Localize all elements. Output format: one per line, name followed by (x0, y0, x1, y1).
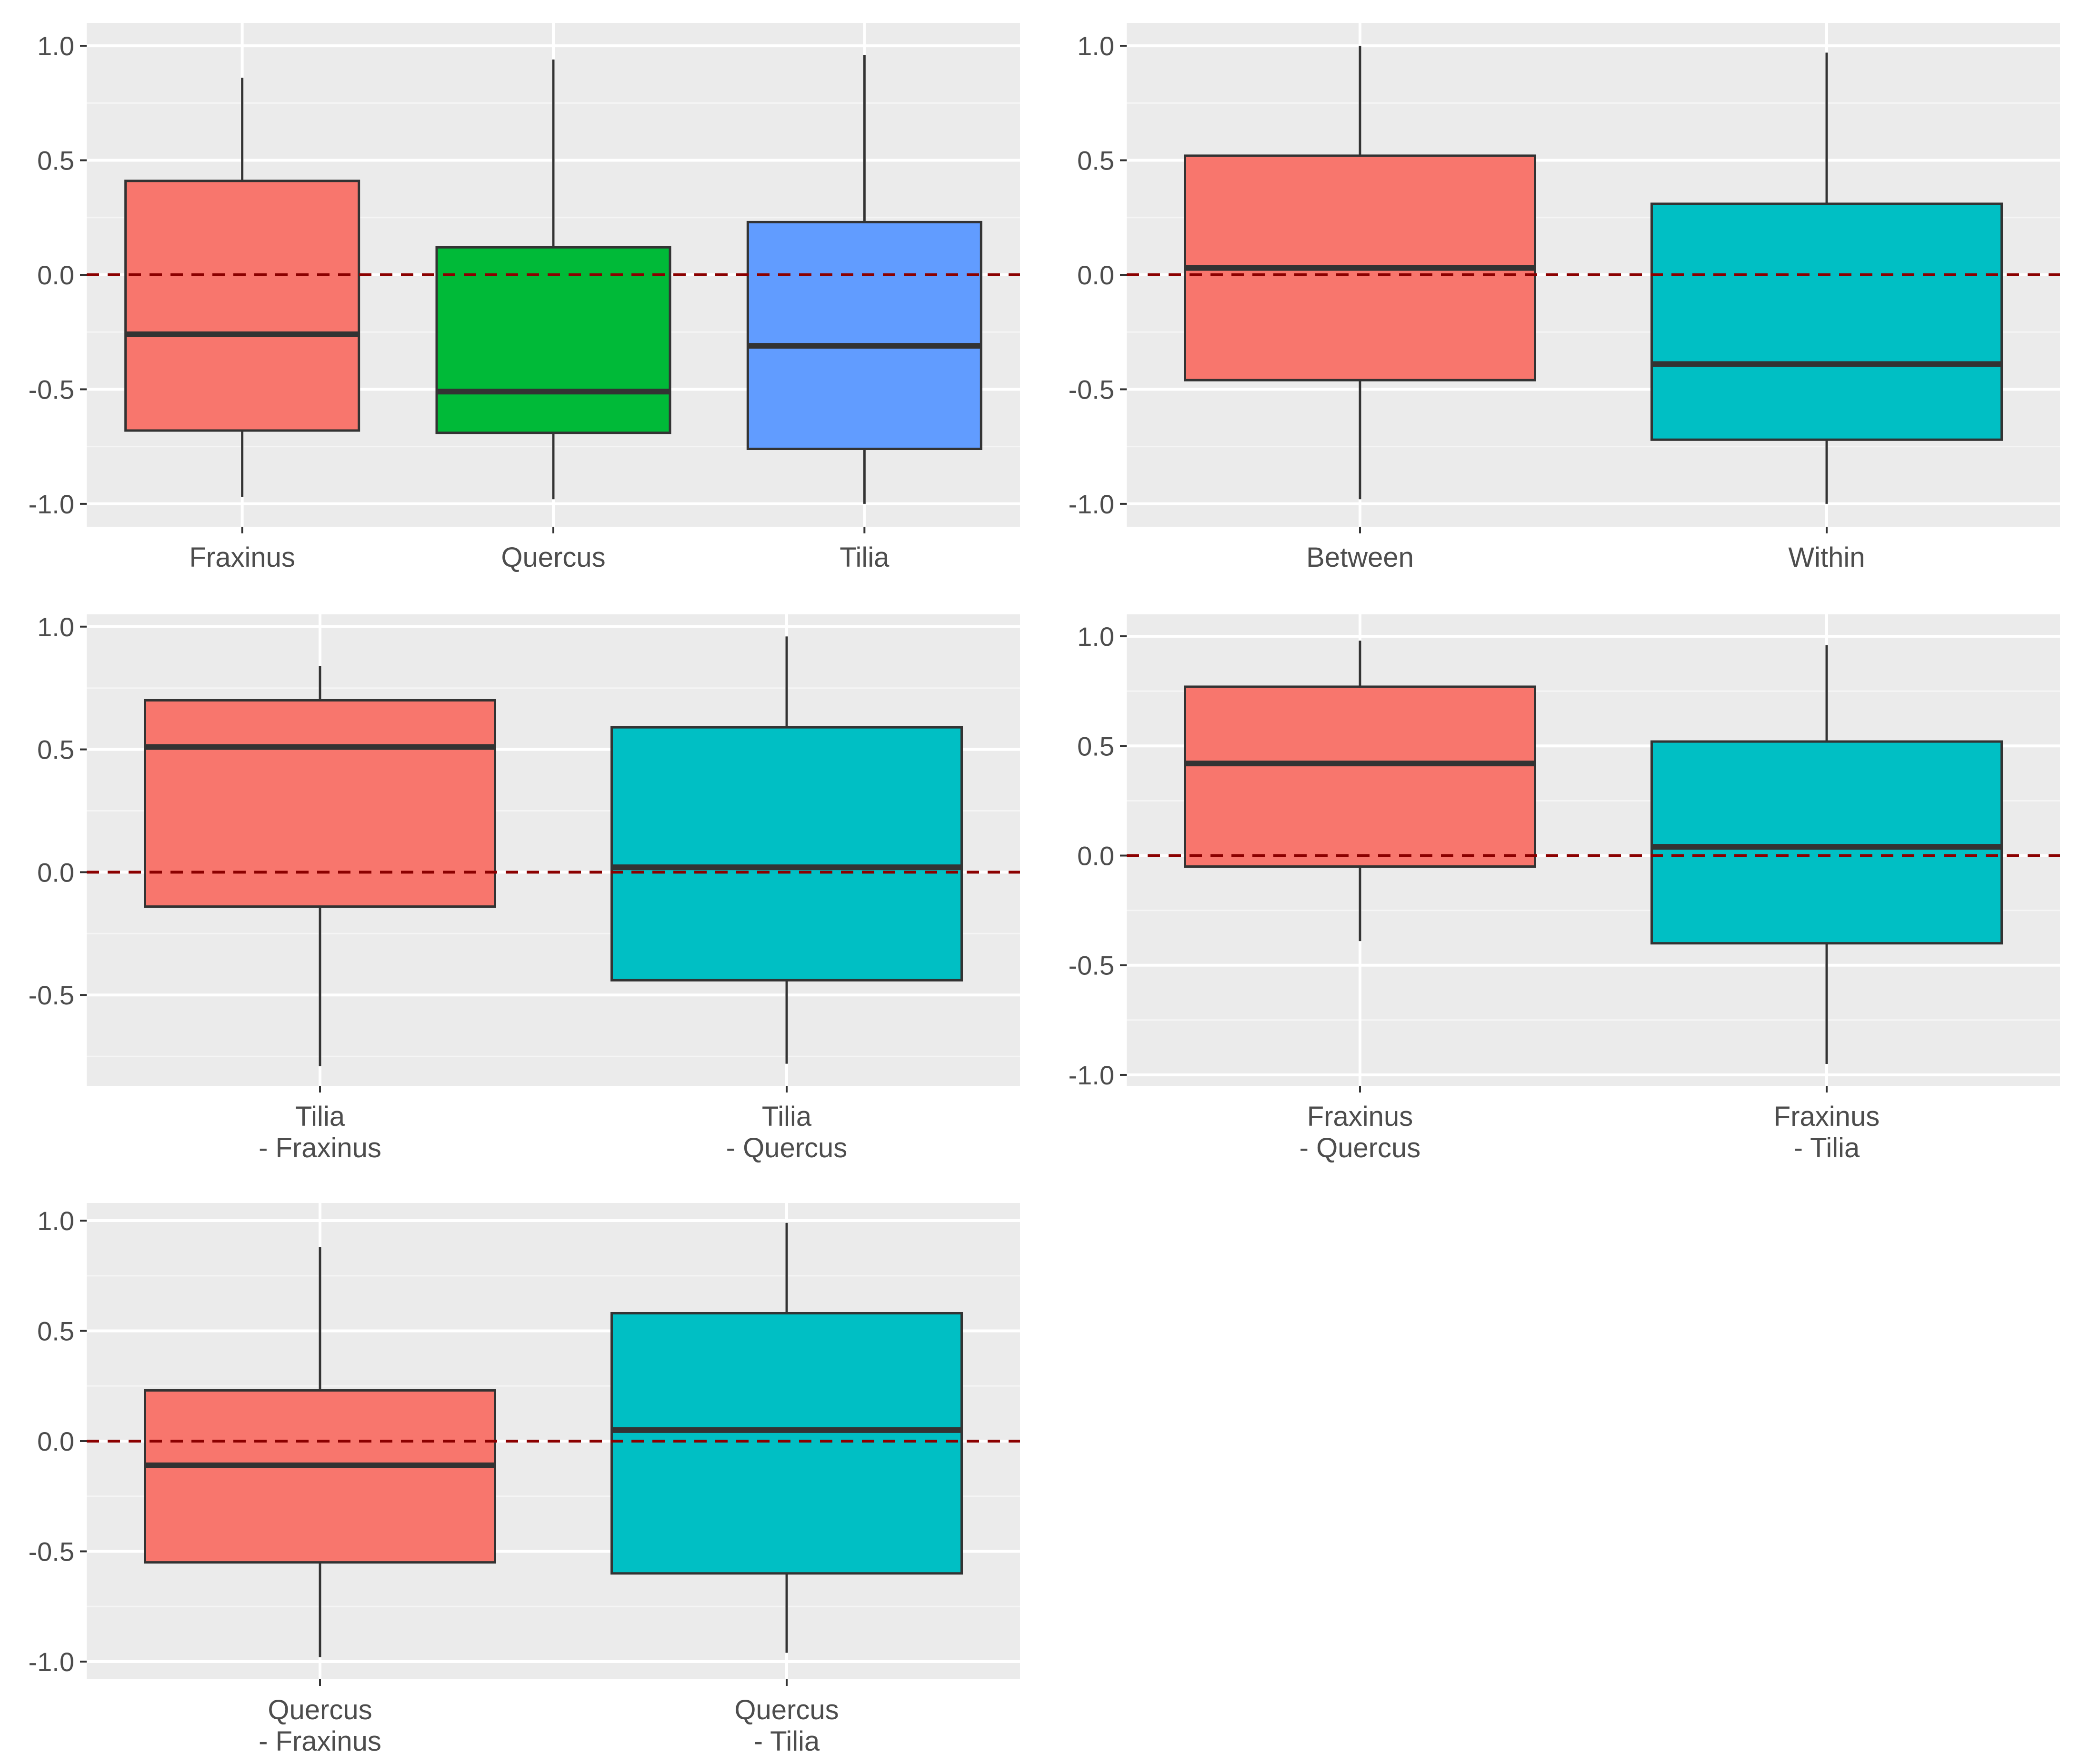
box-body (144, 699, 496, 908)
y-tick-label: 1.0 (1077, 31, 1114, 61)
y-tick-label: 0.0 (37, 260, 74, 290)
panel-1: -1.0 -0.5 0.0 0.5 1.0 Fraxinus Quercus Tilia (29, 23, 1020, 573)
category-label: - Tilia (1794, 1133, 1860, 1163)
category-label: Tilia (762, 1101, 812, 1132)
y-tick-label: -1.0 (1069, 1060, 1115, 1090)
y-tick-label: 0.5 (1077, 731, 1114, 761)
y-tick-label: -0.5 (29, 374, 75, 404)
category-label: - Tilia (754, 1726, 820, 1757)
category-label: Tilia (295, 1101, 345, 1132)
box-body (435, 246, 671, 434)
box-1 (1184, 46, 1536, 500)
y-tick-label: 1.0 (37, 31, 74, 61)
box-3 (746, 55, 982, 504)
category-label: Quercus (268, 1694, 372, 1725)
category-label: Within (1788, 542, 1865, 573)
y-tick-label: -0.5 (29, 980, 75, 1010)
category-label: Fraxinus (1774, 1101, 1880, 1132)
box-body (1650, 202, 2003, 441)
category-label: Fraxinus (189, 542, 295, 573)
category-label: Quercus (501, 542, 605, 573)
box-1 (144, 1247, 496, 1657)
box-body (1184, 685, 1536, 868)
box-1 (124, 78, 360, 497)
y-tick-label: 0.5 (1077, 146, 1114, 176)
y-tick-label: 1.0 (1077, 621, 1114, 651)
category-label: - Quercus (1300, 1133, 1421, 1163)
y-tick-label: 0.5 (37, 735, 74, 765)
box-body (746, 220, 982, 450)
y-tick-label: -1.0 (29, 1647, 75, 1677)
y-tick-label: 0.5 (37, 146, 74, 176)
category-label: Tilia (840, 542, 890, 573)
y-tick-label: -0.5 (1069, 374, 1115, 404)
y-tick-label: 1.0 (37, 612, 74, 642)
y-tick-label: -1.0 (29, 489, 75, 519)
box-body (1650, 740, 2003, 945)
y-tick-label: -0.5 (1069, 951, 1115, 981)
y-tick-label: 0.0 (1077, 841, 1114, 871)
box-2 (610, 1223, 963, 1653)
box-2 (1650, 645, 2003, 1064)
y-tick-label: 0.0 (1077, 260, 1114, 290)
y-tick-label: 1.0 (37, 1206, 74, 1236)
box-body (144, 1389, 496, 1564)
y-tick-label: 0.5 (37, 1316, 74, 1346)
box-2 (610, 636, 963, 1064)
y-tick-label: -0.5 (29, 1536, 75, 1566)
box-2 (435, 59, 671, 500)
y-tick-label: 0.0 (37, 1426, 74, 1456)
category-label: - Fraxinus (259, 1726, 381, 1757)
box-2 (1650, 52, 2003, 504)
box-body (610, 1312, 963, 1575)
category-label: Fraxinus (1307, 1101, 1413, 1132)
box-body (610, 726, 963, 982)
box-1 (1184, 641, 1536, 942)
y-tick-label: 0.0 (37, 857, 74, 887)
box-body (124, 180, 360, 432)
y-tick-label: -1.0 (1069, 489, 1115, 519)
category-label: Quercus (734, 1694, 839, 1725)
panel-2: -1.0 -0.5 0.0 0.5 1.0 Between Within (1069, 23, 2060, 573)
category-label: - Fraxinus (259, 1133, 381, 1163)
category-label: Between (1306, 542, 1414, 573)
category-label: - Quercus (726, 1133, 848, 1163)
